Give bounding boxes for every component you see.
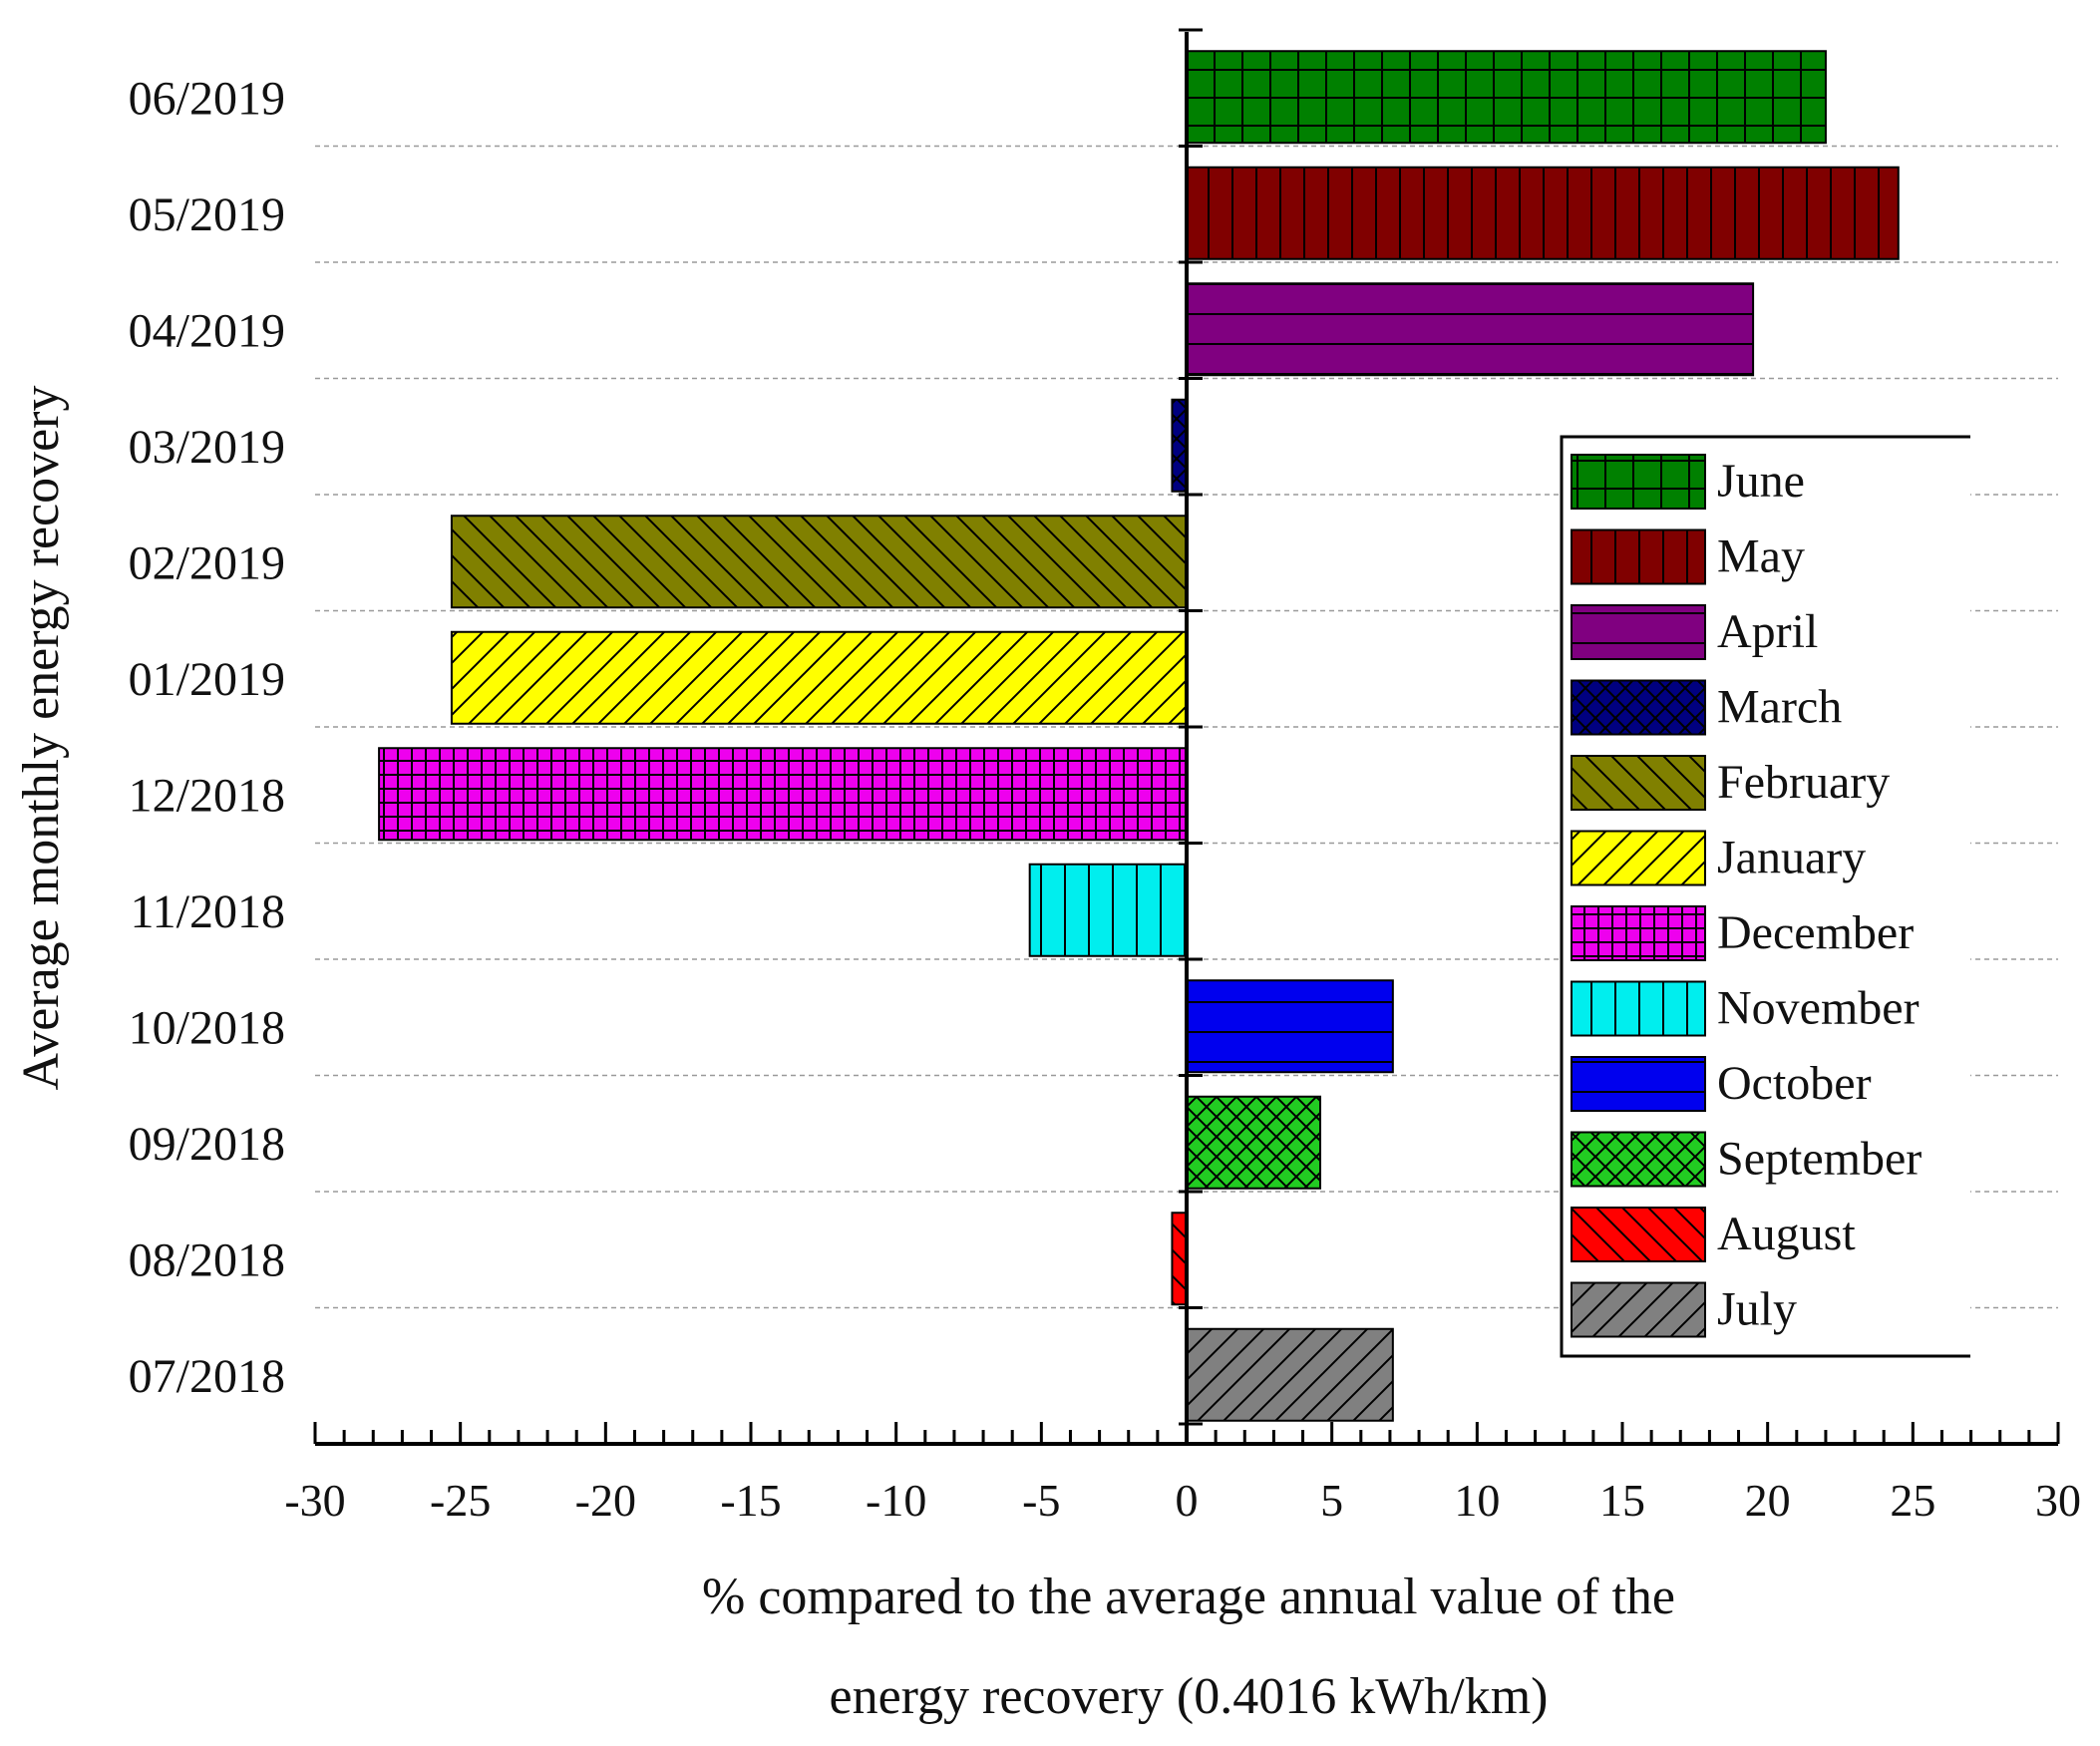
y-tick-label: 02/2019 bbox=[129, 536, 285, 589]
legend-swatch bbox=[1571, 1131, 1706, 1188]
legend-label: March bbox=[1717, 681, 1842, 734]
x-tick-label: -25 bbox=[430, 1475, 491, 1526]
legend-swatch bbox=[1571, 604, 1706, 660]
legend-label: February bbox=[1717, 756, 1890, 809]
x-tick-label: -20 bbox=[575, 1475, 636, 1526]
x-tick-label: 25 bbox=[1890, 1475, 1935, 1526]
x-axis-tick-labels: -30 -25 -20 -15 -10 -5 0 5 10 15 20 25 30 bbox=[284, 1475, 2081, 1526]
bar-09-2018 bbox=[1186, 1095, 1322, 1190]
legend: June May April March February January December… bbox=[1560, 435, 1970, 1358]
bar-12-2018 bbox=[378, 747, 1188, 842]
x-tick-label: -15 bbox=[720, 1475, 781, 1526]
x-tick-label: 15 bbox=[1599, 1475, 1645, 1526]
legend-swatch bbox=[1571, 679, 1706, 736]
x-tick-label: -30 bbox=[284, 1475, 345, 1526]
legend-label: June bbox=[1717, 455, 1805, 508]
x-axis-label-line-2: energy recovery (0.4016 kWh/km) bbox=[829, 1668, 1548, 1725]
legend-label: November bbox=[1717, 982, 1920, 1035]
x-tick-label: -10 bbox=[866, 1475, 926, 1526]
y-tick-label: 09/2018 bbox=[129, 1118, 285, 1171]
legend-swatch bbox=[1571, 980, 1706, 1037]
x-tick-label: 20 bbox=[1745, 1475, 1791, 1526]
x-tick-label: 30 bbox=[2035, 1475, 2081, 1526]
bar-02-2019 bbox=[450, 515, 1188, 609]
y-axis-label: Average monthly energy recovery bbox=[13, 385, 70, 1090]
x-tick-label: 10 bbox=[1454, 1475, 1500, 1526]
legend-label: July bbox=[1717, 1283, 1797, 1336]
bar-06-2019 bbox=[1186, 50, 1827, 145]
legend-swatch bbox=[1571, 830, 1706, 886]
x-tick-label: 5 bbox=[1320, 1475, 1343, 1526]
bar-07-2018 bbox=[1186, 1327, 1394, 1422]
bars bbox=[378, 50, 1900, 1422]
legend-swatch bbox=[1571, 1281, 1706, 1338]
bar-03-2019 bbox=[1171, 398, 1189, 493]
y-tick-label: 04/2019 bbox=[129, 304, 285, 357]
legend-swatch bbox=[1571, 528, 1706, 585]
legend-swatch bbox=[1571, 755, 1706, 811]
legend-swatch bbox=[1571, 905, 1706, 961]
y-tick-label: 08/2018 bbox=[129, 1233, 285, 1286]
x-tick-label: 0 bbox=[1176, 1475, 1199, 1526]
y-tick-label: 11/2018 bbox=[130, 885, 285, 938]
bar-04-2019 bbox=[1186, 282, 1755, 377]
legend-label: October bbox=[1717, 1057, 1872, 1110]
y-tick-label: 03/2019 bbox=[129, 421, 285, 474]
y-tick-label: 05/2019 bbox=[129, 188, 285, 241]
bar-01-2019 bbox=[450, 630, 1188, 725]
y-tick-label: 10/2018 bbox=[129, 1001, 285, 1054]
legend-label: August bbox=[1717, 1208, 1856, 1260]
legend-label: September bbox=[1717, 1133, 1922, 1186]
axes bbox=[313, 28, 2060, 1446]
legend-label: April bbox=[1717, 605, 1818, 658]
y-axis-tick-labels: 07/2018 08/2018 09/2018 10/2018 11/2018 12/20… bbox=[129, 72, 285, 1403]
legend-swatch bbox=[1571, 1056, 1706, 1112]
y-tick-label: 12/2018 bbox=[129, 769, 285, 822]
legend-frame bbox=[1560, 435, 1970, 1358]
legend-swatch bbox=[1571, 454, 1706, 510]
bar-10-2018 bbox=[1186, 979, 1394, 1074]
bar-11-2018 bbox=[1028, 863, 1189, 957]
y-tick-label: 07/2018 bbox=[129, 1350, 285, 1403]
x-axis-label-line-1: % compared to the average annual value o… bbox=[702, 1569, 1675, 1625]
legend-label: January bbox=[1717, 832, 1866, 884]
x-tick-label: -5 bbox=[1022, 1475, 1060, 1526]
bar-05-2019 bbox=[1186, 166, 1900, 260]
y-tick-label: 06/2019 bbox=[129, 72, 285, 125]
legend-label: December bbox=[1717, 906, 1914, 959]
legend-swatch bbox=[1571, 1207, 1706, 1262]
legend-label: May bbox=[1717, 530, 1805, 583]
y-tick-label: 01/2019 bbox=[129, 653, 285, 706]
bar-08-2018 bbox=[1171, 1212, 1189, 1306]
